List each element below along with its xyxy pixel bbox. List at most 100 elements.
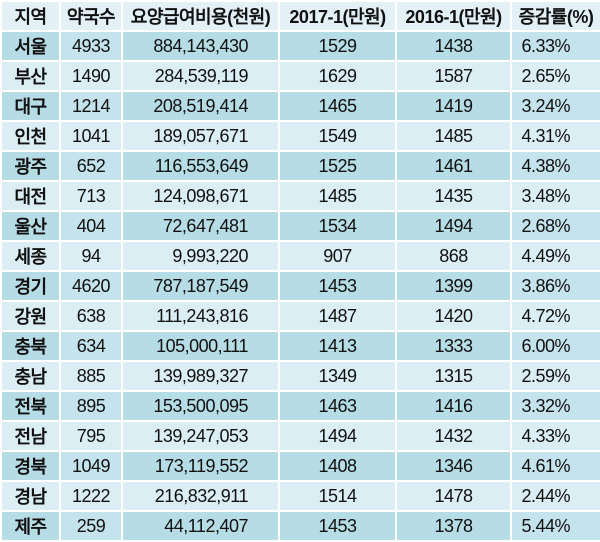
cell-change-rate: 3.32% xyxy=(510,390,600,422)
cell-2017-1: 1485 xyxy=(278,180,397,212)
cell-care-benefit-cost: 173,119,552 xyxy=(121,450,280,482)
cell-region: 세종 xyxy=(0,240,61,272)
cell-2017-1: 1525 xyxy=(278,150,397,182)
cell-care-benefit-cost: 787,187,549 xyxy=(121,270,280,302)
cell-region: 경기 xyxy=(0,270,61,302)
cell-2017-1: 1629 xyxy=(278,60,397,92)
cell-change-rate: 3.86% xyxy=(510,270,600,302)
cell-change-rate: 3.24% xyxy=(510,90,600,122)
cell-2017-1: 1494 xyxy=(278,420,397,452)
cell-2017-1: 1534 xyxy=(278,210,397,242)
cell-care-benefit-cost: 216,832,911 xyxy=(121,480,280,512)
cell-2016-1: 1478 xyxy=(395,480,512,512)
table-row: 세종 94 9,993,220 907 868 4.49% xyxy=(0,240,600,272)
cell-pharmacy-count: 885 xyxy=(59,360,123,392)
cell-2016-1: 1420 xyxy=(395,300,512,332)
table-row: 경남 1222 216,832,911 1514 1478 2.44% xyxy=(0,480,600,512)
cell-region: 대구 xyxy=(0,90,61,122)
cell-region: 광주 xyxy=(0,150,61,182)
cell-region: 경북 xyxy=(0,450,61,482)
cell-pharmacy-count: 652 xyxy=(59,150,123,182)
cell-change-rate: 5.44% xyxy=(510,510,600,542)
cell-care-benefit-cost: 72,647,481 xyxy=(121,210,280,242)
table-row: 충남 885 139,989,327 1349 1315 2.59% xyxy=(0,360,600,392)
cell-change-rate: 4.33% xyxy=(510,420,600,452)
cell-care-benefit-cost: 105,000,111 xyxy=(121,330,280,362)
cell-change-rate: 2.59% xyxy=(510,360,600,392)
table-row: 대전 713 124,098,671 1485 1435 3.48% xyxy=(0,180,600,212)
cell-region: 서울 xyxy=(0,30,61,62)
cell-pharmacy-count: 1222 xyxy=(59,480,123,512)
table-row: 경기 4620 787,187,549 1453 1399 3.86% xyxy=(0,270,600,302)
cell-2016-1: 1461 xyxy=(395,150,512,182)
cell-care-benefit-cost: 44,112,407 xyxy=(121,510,280,542)
table-row: 대구 1214 208,519,414 1465 1419 3.24% xyxy=(0,90,600,122)
cell-region: 인천 xyxy=(0,120,61,152)
cell-change-rate: 2.44% xyxy=(510,480,600,512)
cell-2016-1: 1485 xyxy=(395,120,512,152)
cell-2017-1: 1463 xyxy=(278,390,397,422)
cell-care-benefit-cost: 116,553,649 xyxy=(121,150,280,182)
cell-region: 강원 xyxy=(0,300,61,332)
cell-care-benefit-cost: 124,098,671 xyxy=(121,180,280,212)
cell-care-benefit-cost: 139,989,327 xyxy=(121,360,280,392)
cell-pharmacy-count: 94 xyxy=(59,240,123,272)
cell-change-rate: 3.48% xyxy=(510,180,600,212)
cell-pharmacy-count: 4620 xyxy=(59,270,123,302)
cell-region: 전북 xyxy=(0,390,61,422)
cell-region: 전남 xyxy=(0,420,61,452)
cell-pharmacy-count: 1214 xyxy=(59,90,123,122)
cell-2017-1: 1529 xyxy=(278,30,397,62)
cell-2017-1: 1413 xyxy=(278,330,397,362)
header-pharmacy-count: 약국수 xyxy=(59,0,123,32)
cell-2016-1: 1378 xyxy=(395,510,512,542)
cell-2016-1: 1315 xyxy=(395,360,512,392)
cell-region: 울산 xyxy=(0,210,61,242)
cell-care-benefit-cost: 284,539,119 xyxy=(121,60,280,92)
cell-change-rate: 6.33% xyxy=(510,30,600,62)
header-2017-1: 2017-1(만원) xyxy=(278,0,397,32)
table-row: 인천 1041 189,057,671 1549 1485 4.31% xyxy=(0,120,600,152)
cell-pharmacy-count: 1049 xyxy=(59,450,123,482)
cell-region: 제주 xyxy=(0,510,61,542)
cell-region: 대전 xyxy=(0,180,61,212)
cell-2017-1: 1465 xyxy=(278,90,397,122)
cell-care-benefit-cost: 139,247,053 xyxy=(121,420,280,452)
table-row: 제주 259 44,112,407 1453 1378 5.44% xyxy=(0,510,600,542)
cell-2017-1: 1514 xyxy=(278,480,397,512)
cell-2016-1: 1399 xyxy=(395,270,512,302)
cell-care-benefit-cost: 189,057,671 xyxy=(121,120,280,152)
cell-2016-1: 1416 xyxy=(395,390,512,422)
table-row: 경북 1049 173,119,552 1408 1346 4.61% xyxy=(0,450,600,482)
cell-change-rate: 2.65% xyxy=(510,60,600,92)
cell-pharmacy-count: 259 xyxy=(59,510,123,542)
header-region: 지역 xyxy=(0,0,61,32)
cell-care-benefit-cost: 111,243,816 xyxy=(121,300,280,332)
table-row: 울산 404 72,647,481 1534 1494 2.68% xyxy=(0,210,600,242)
cell-care-benefit-cost: 884,143,430 xyxy=(121,30,280,62)
cell-care-benefit-cost: 208,519,414 xyxy=(121,90,280,122)
cell-pharmacy-count: 404 xyxy=(59,210,123,242)
cell-pharmacy-count: 4933 xyxy=(59,30,123,62)
cell-2017-1: 907 xyxy=(278,240,397,272)
cell-change-rate: 6.00% xyxy=(510,330,600,362)
cell-pharmacy-count: 1041 xyxy=(59,120,123,152)
cell-pharmacy-count: 638 xyxy=(59,300,123,332)
cell-pharmacy-count: 795 xyxy=(59,420,123,452)
cell-2016-1: 1346 xyxy=(395,450,512,482)
cell-2017-1: 1349 xyxy=(278,360,397,392)
header-row: 지역 약국수 요양급여비용(천원) 2017-1(만원) 2016-1(만원) 증감률(%… xyxy=(0,0,600,32)
cell-care-benefit-cost: 9,993,220 xyxy=(121,240,280,272)
header-2016-1: 2016-1(만원) xyxy=(395,0,512,32)
cell-change-rate: 4.72% xyxy=(510,300,600,332)
cell-change-rate: 4.61% xyxy=(510,450,600,482)
cell-2017-1: 1408 xyxy=(278,450,397,482)
cell-region: 충북 xyxy=(0,330,61,362)
cell-pharmacy-count: 1490 xyxy=(59,60,123,92)
cell-pharmacy-count: 634 xyxy=(59,330,123,362)
cell-2016-1: 1587 xyxy=(395,60,512,92)
header-change-rate: 증감률(%) xyxy=(510,0,600,32)
cell-2016-1: 1419 xyxy=(395,90,512,122)
table-row: 충북 634 105,000,111 1413 1333 6.00% xyxy=(0,330,600,362)
